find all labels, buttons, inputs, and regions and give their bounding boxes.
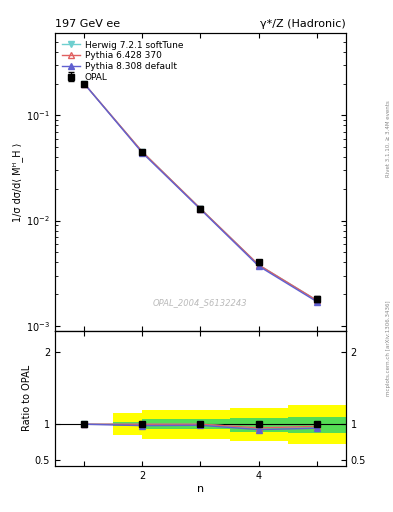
- Text: mcplots.cern.ch [arXiv:1306.3436]: mcplots.cern.ch [arXiv:1306.3436]: [386, 301, 391, 396]
- Pythia 6.428 370: [82, 80, 86, 87]
- Herwig 7.2.1 softTune: [198, 205, 203, 211]
- Text: OPAL_2004_S6132243: OPAL_2004_S6132243: [153, 298, 248, 307]
- Pythia 8.308 default: [140, 150, 145, 156]
- Y-axis label: Ratio to OPAL: Ratio to OPAL: [22, 365, 32, 432]
- Line: Herwig 7.2.1 softTune: Herwig 7.2.1 softTune: [81, 81, 320, 303]
- Line: Pythia 8.308 default: Pythia 8.308 default: [81, 81, 320, 305]
- Pythia 8.308 default: [198, 206, 203, 212]
- Y-axis label: 1/σ dσ/d⟨ Mᴴ_H ⟩: 1/σ dσ/d⟨ Mᴴ_H ⟩: [13, 142, 24, 222]
- X-axis label: n: n: [197, 483, 204, 494]
- Text: 197 GeV ee: 197 GeV ee: [55, 19, 120, 30]
- Herwig 7.2.1 softTune: [82, 80, 86, 87]
- Pythia 6.428 370: [314, 297, 319, 304]
- Legend: Herwig 7.2.1 softTune, Pythia 6.428 370, Pythia 8.308 default, OPAL: Herwig 7.2.1 softTune, Pythia 6.428 370,…: [59, 38, 186, 84]
- Pythia 8.308 default: [256, 263, 261, 269]
- Pythia 8.308 default: [82, 80, 86, 87]
- Pythia 6.428 370: [256, 262, 261, 268]
- Pythia 8.308 default: [314, 298, 319, 305]
- Herwig 7.2.1 softTune: [256, 262, 261, 268]
- Text: γ*/Z (Hadronic): γ*/Z (Hadronic): [260, 19, 346, 30]
- Herwig 7.2.1 softTune: [140, 148, 145, 155]
- Herwig 7.2.1 softTune: [314, 297, 319, 304]
- Line: Pythia 6.428 370: Pythia 6.428 370: [81, 81, 320, 303]
- Pythia 6.428 370: [198, 205, 203, 211]
- Pythia 6.428 370: [140, 148, 145, 155]
- Text: Rivet 3.1.10, ≥ 3.4M events: Rivet 3.1.10, ≥ 3.4M events: [386, 100, 391, 177]
